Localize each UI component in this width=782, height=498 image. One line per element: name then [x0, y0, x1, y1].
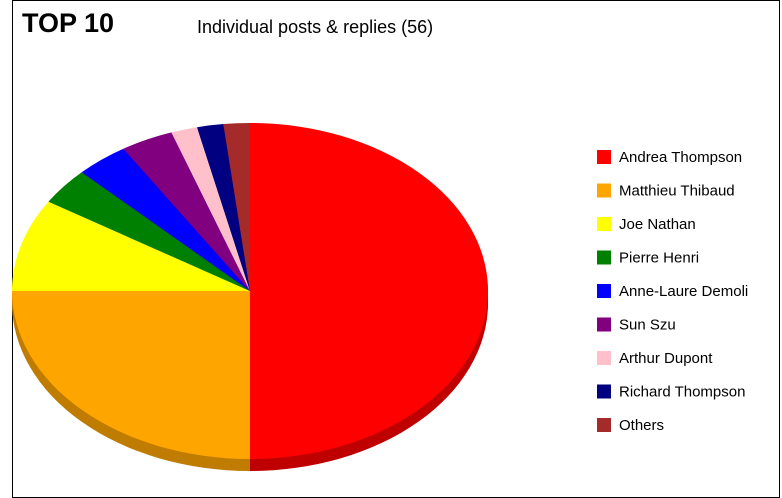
legend-label: Pierre Henri: [619, 249, 699, 266]
slice: [197, 124, 250, 291]
legend-label: Anne-Laure Demoli: [619, 283, 748, 300]
legend-swatch: [597, 150, 611, 164]
legend-label: Matthieu Thibaud: [619, 182, 735, 199]
legend-swatch: [597, 418, 611, 432]
slice: [12, 201, 250, 291]
legend-swatch: [597, 384, 611, 399]
legend-swatch: [597, 284, 611, 298]
legend-swatch: [597, 217, 611, 231]
legend-swatch: [597, 250, 611, 265]
slice: [223, 123, 250, 291]
slice: [12, 291, 250, 459]
chart-title: Individual posts & replies (56): [197, 17, 433, 37]
header: TOP 10: [22, 8, 114, 38]
legend-swatch: [597, 351, 611, 365]
slice: [48, 172, 250, 291]
legend-label: Arthur Dupont: [619, 350, 713, 367]
legend-label: Others: [619, 417, 664, 434]
legend-label: Richard Thompson: [619, 383, 745, 400]
legend-label: Joe Nathan: [619, 216, 696, 233]
legend-swatch: [597, 317, 611, 332]
legend-swatch: [597, 183, 611, 198]
slice: [123, 132, 250, 291]
slice: [250, 123, 488, 459]
slice: [171, 127, 250, 291]
slice: [81, 148, 250, 291]
legend-label: Andrea Thompson: [619, 149, 742, 166]
legend-label: Sun Szu: [619, 316, 676, 333]
